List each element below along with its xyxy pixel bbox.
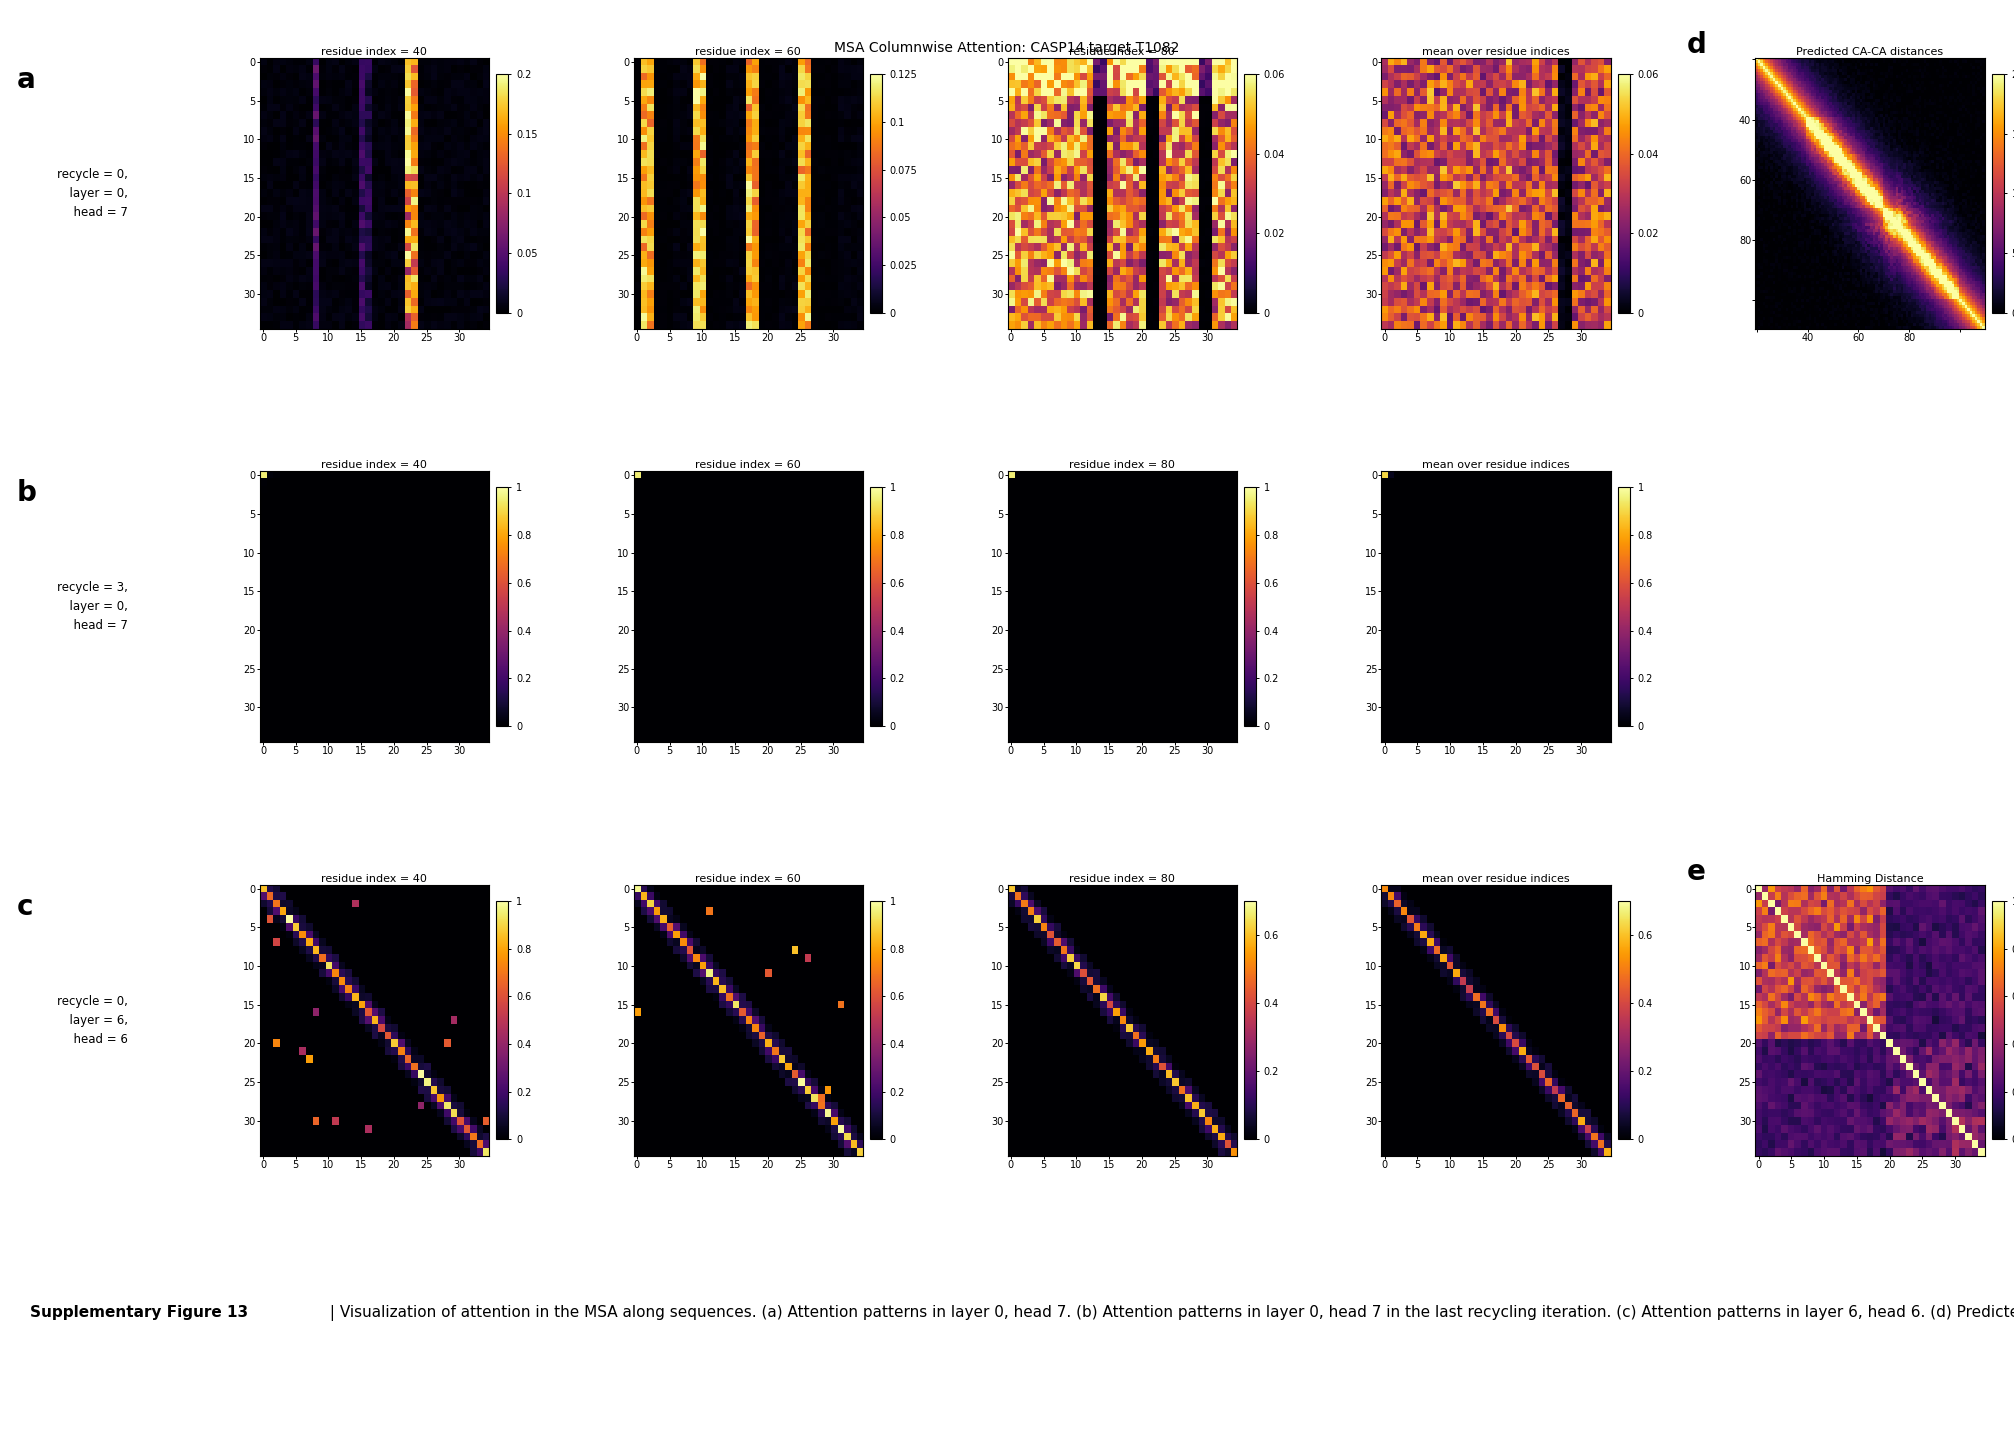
Text: Supplementary Figure 13: Supplementary Figure 13 bbox=[30, 1305, 248, 1319]
Title: residue index = 80: residue index = 80 bbox=[1069, 48, 1174, 56]
Title: residue index = 80: residue index = 80 bbox=[1069, 873, 1174, 883]
Text: c: c bbox=[16, 893, 32, 921]
Text: recycle = 3,
  layer = 0,
  head = 7: recycle = 3, layer = 0, head = 7 bbox=[56, 581, 129, 633]
Title: residue index = 40: residue index = 40 bbox=[322, 48, 427, 56]
Title: residue index = 40: residue index = 40 bbox=[322, 873, 427, 883]
Text: a: a bbox=[16, 67, 34, 94]
Title: Predicted CA-CA distances: Predicted CA-CA distances bbox=[1796, 48, 1944, 56]
Text: recycle = 0,
  layer = 6,
  head = 6: recycle = 0, layer = 6, head = 6 bbox=[56, 995, 129, 1045]
Title: residue index = 60: residue index = 60 bbox=[695, 48, 802, 56]
Text: | Visualization of attention in the MSA along sequences. (a) Attention patterns : | Visualization of attention in the MSA … bbox=[324, 1305, 2014, 1321]
Text: b: b bbox=[16, 479, 36, 507]
Title: mean over residue indices: mean over residue indices bbox=[1422, 460, 1569, 471]
Title: residue index = 40: residue index = 40 bbox=[322, 460, 427, 471]
Text: e: e bbox=[1686, 857, 1706, 886]
Text: recycle = 0,
  layer = 0,
  head = 7: recycle = 0, layer = 0, head = 7 bbox=[56, 168, 129, 219]
Title: residue index = 60: residue index = 60 bbox=[695, 460, 802, 471]
Text: MSA Columnwise Attention: CASP14 target T1082: MSA Columnwise Attention: CASP14 target … bbox=[834, 41, 1180, 55]
Title: mean over residue indices: mean over residue indices bbox=[1422, 48, 1569, 56]
Title: mean over residue indices: mean over residue indices bbox=[1422, 873, 1569, 883]
Title: residue index = 80: residue index = 80 bbox=[1069, 460, 1174, 471]
Title: residue index = 60: residue index = 60 bbox=[695, 873, 802, 883]
Title: Hamming Distance: Hamming Distance bbox=[1817, 873, 1923, 883]
Text: d: d bbox=[1686, 30, 1706, 59]
